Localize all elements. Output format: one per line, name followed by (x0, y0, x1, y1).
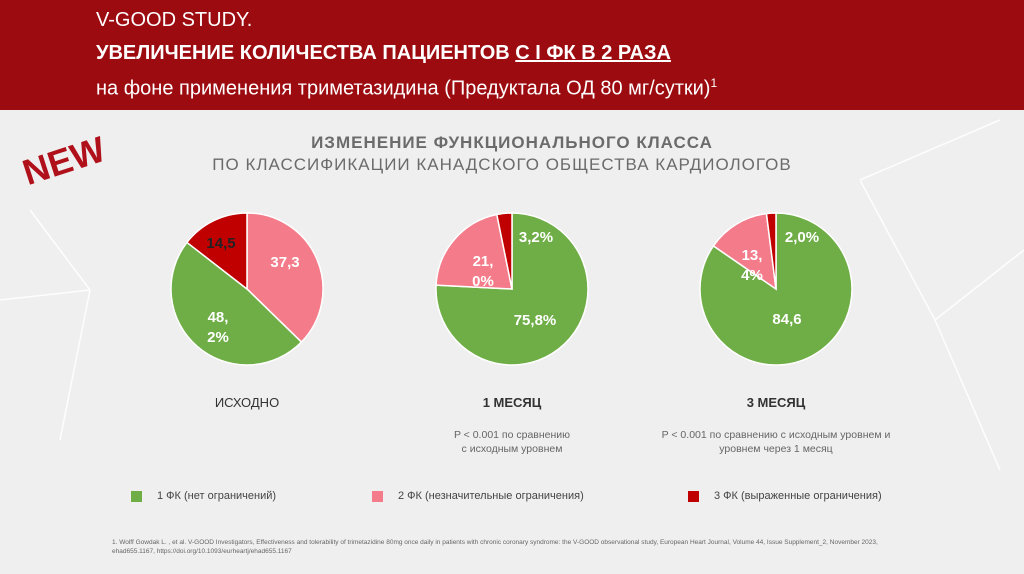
value-label: 75,8% (513, 312, 557, 329)
value-label: 13, 4% (741, 247, 763, 284)
legend-label: 2 ФК (незначительные ограничения) (398, 490, 584, 502)
chart-title: 1 МЕСЯЦ (482, 395, 542, 410)
pie-slice (170, 241, 303, 366)
value-label: 84,6 (772, 311, 802, 328)
legend-swatch (688, 491, 699, 502)
value-label: 37,3 (270, 254, 300, 271)
header-line2: УВЕЛИЧЕНИЕ КОЛИЧЕСТВА ПАЦИЕНТОВ С I ФК В… (96, 42, 671, 65)
footnote: 1. Wolff Gowdak L. , et al. V-GOOD Inves… (112, 539, 878, 555)
pie-slice (765, 212, 777, 290)
value-label: 21, 0% (472, 253, 494, 290)
chart-title: 3 МЕСЯЦ (746, 395, 806, 410)
header-band (0, 0, 1024, 110)
pie-slice (185, 212, 248, 291)
subtitle-line1: ИЗМЕНЕНИЕ ФУНКЦИОНАЛЬНОГО КЛАССА (311, 133, 713, 152)
value-label: 2,0% (784, 229, 820, 246)
chart-title: ИСХОДНО (214, 395, 280, 410)
value-label: 3,2% (518, 229, 554, 246)
value-label: 48, 2% (207, 309, 229, 346)
legend-swatch (372, 491, 383, 502)
pie-slice (435, 213, 513, 290)
legend-label: 3 ФК (выраженные ограничения) (714, 490, 882, 502)
footnote-ref: 1 (710, 76, 718, 90)
value-label: 14,5 (206, 235, 236, 252)
pie-slice (246, 212, 324, 344)
pie-slice (712, 212, 777, 291)
header-emphasis: С I ФК В 2 РАЗА (515, 42, 671, 64)
legend-swatch (131, 491, 142, 502)
header-line3: на фоне применения триметазидина (Предук… (96, 76, 717, 101)
pie-slice (495, 212, 513, 290)
header-text: на фоне применения триметазидина (Предук… (96, 77, 711, 100)
header-text: УВЕЛИЧЕНИЕ КОЛИЧЕСТВА ПАЦИЕНТОВ (96, 42, 510, 64)
legend-label: 1 ФК (нет ограничений) (157, 490, 277, 502)
header-line1: V-GOOD STUDY. (96, 9, 253, 31)
subtitle-line2: ПО КЛАССИФИКАЦИИ КАНАДСКОГО ОБЩЕСТВА КАР… (212, 155, 792, 174)
chart-note: P < 0.001 по сравнению с исходным уровне… (661, 429, 891, 455)
chart-note: P < 0.001 по сравнению с исходным уровне… (453, 429, 571, 455)
